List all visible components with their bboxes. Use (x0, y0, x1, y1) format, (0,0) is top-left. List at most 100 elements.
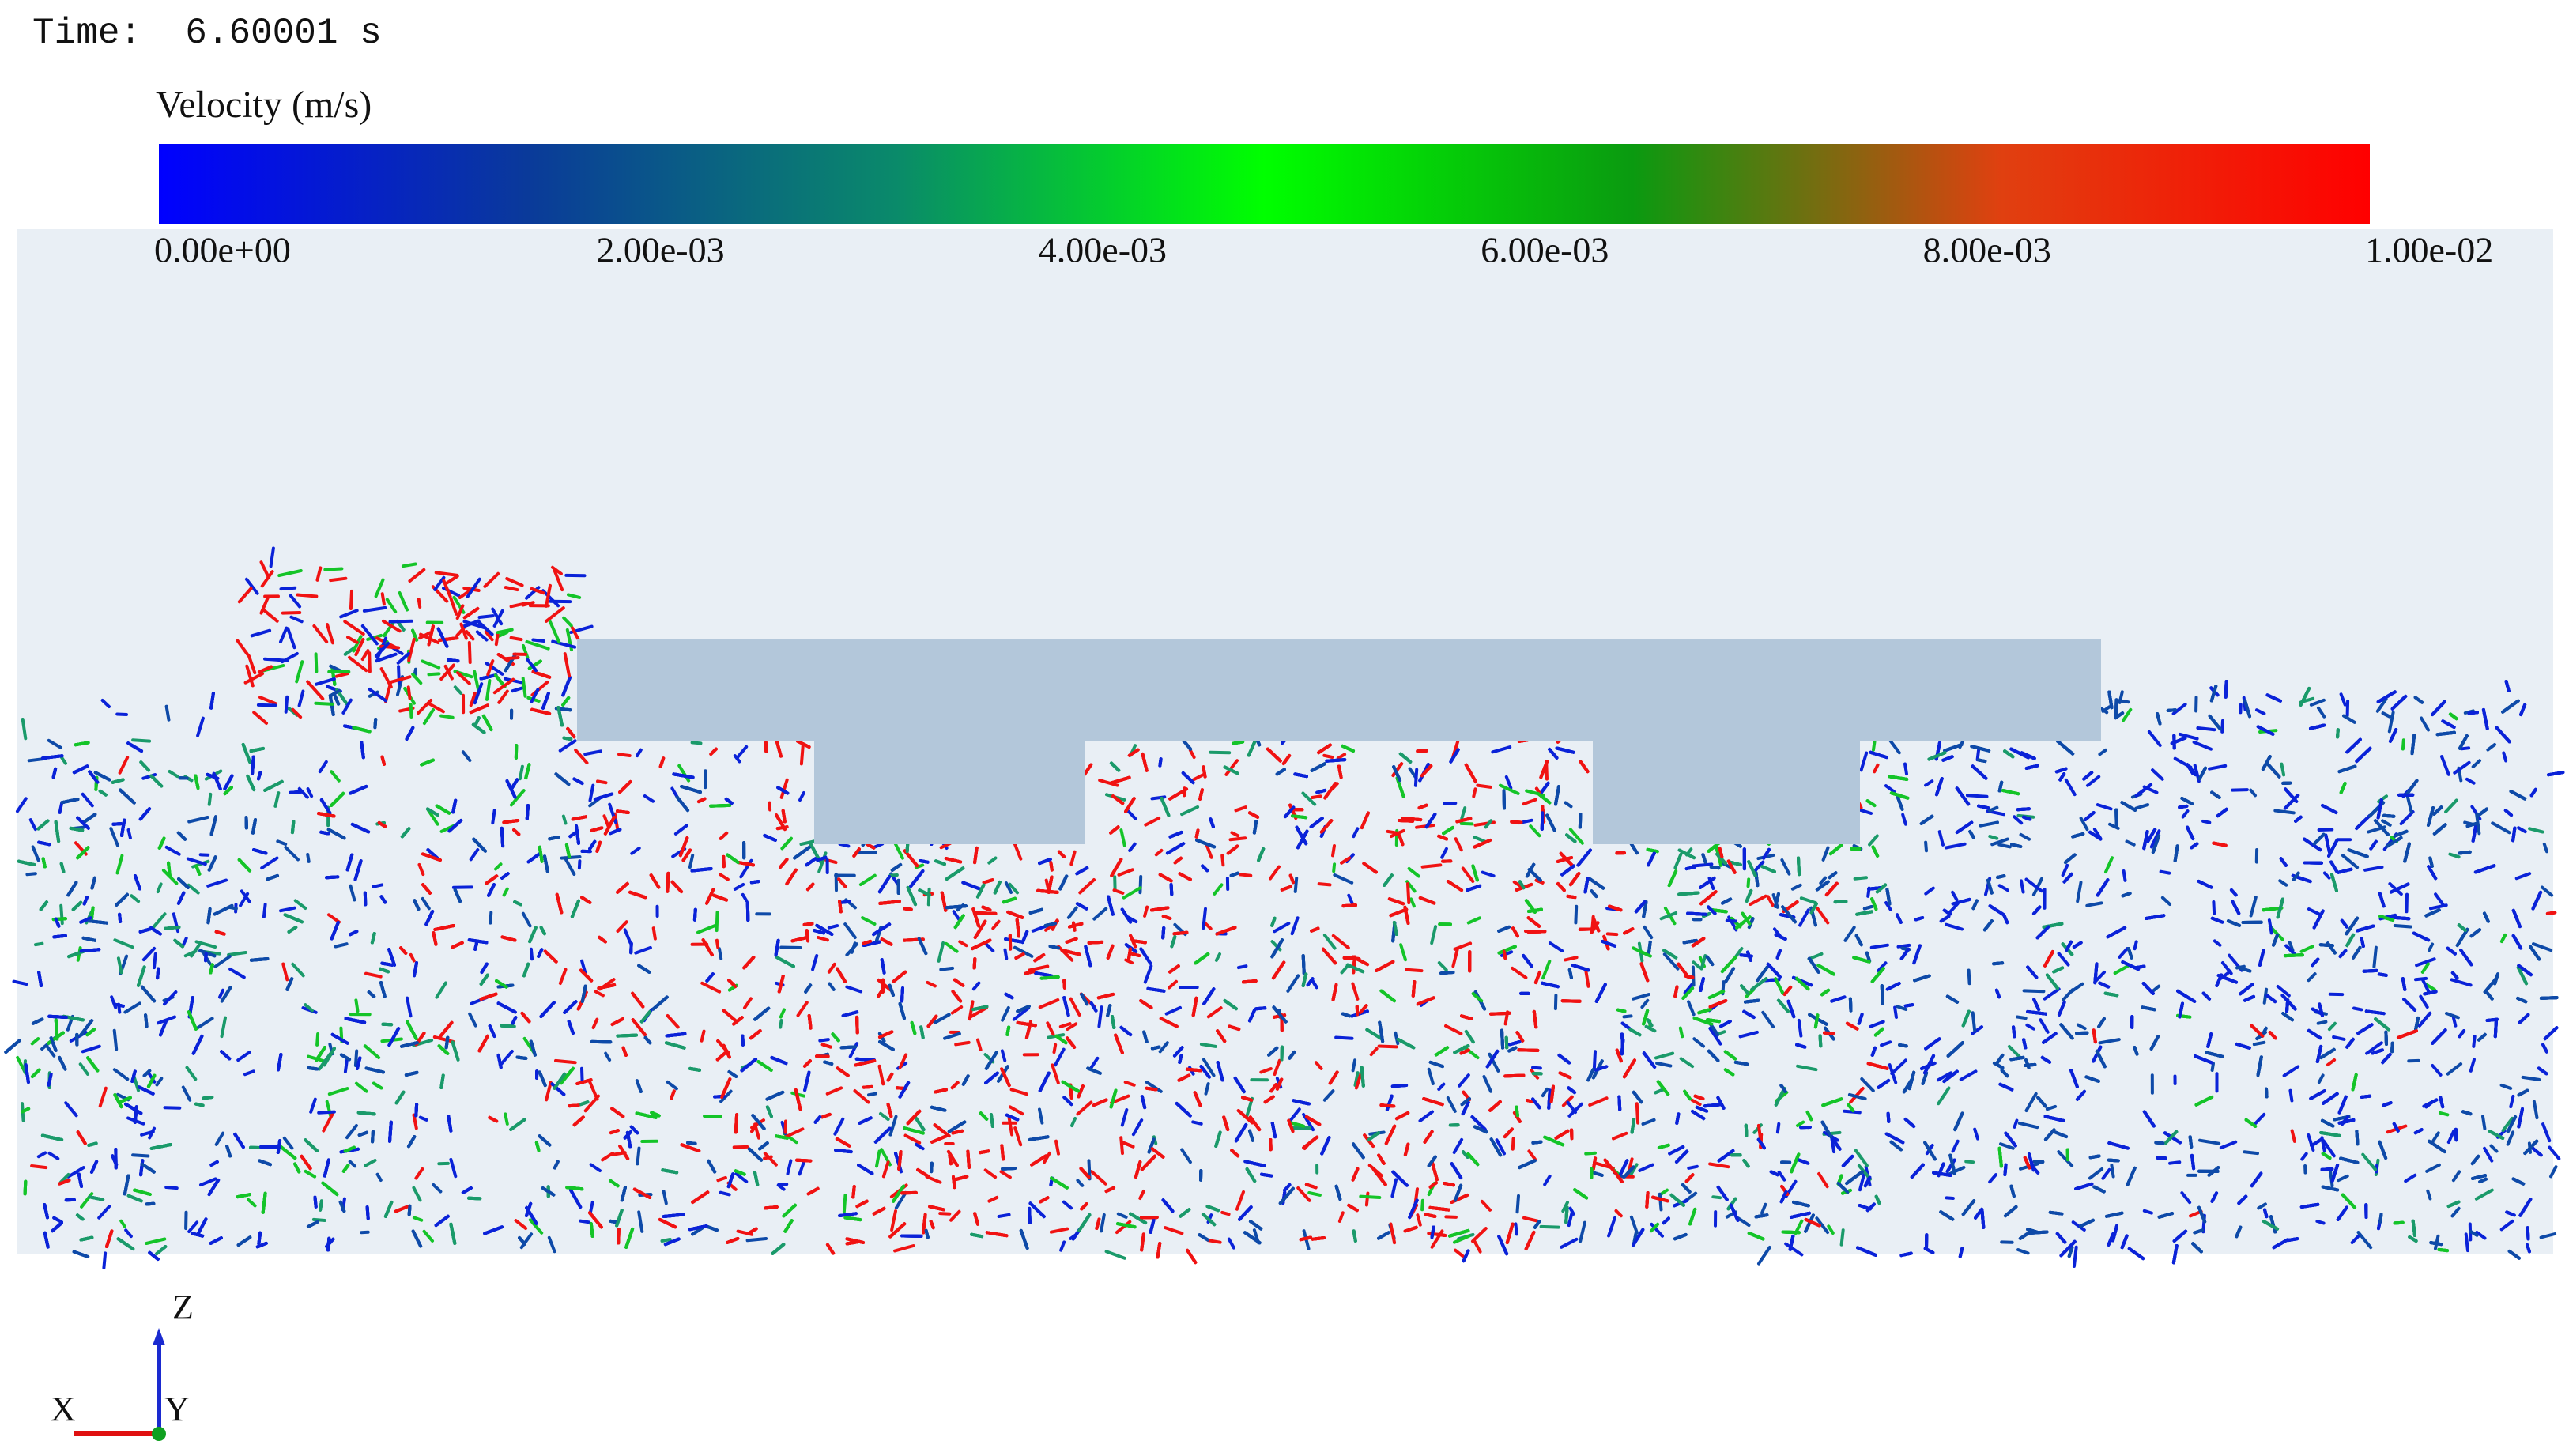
particle (206, 878, 228, 888)
particle (2098, 748, 2107, 756)
particle (1007, 1115, 1014, 1137)
particle (327, 1087, 349, 1096)
particle (183, 949, 198, 958)
particle (1351, 982, 1360, 1001)
particle (126, 828, 132, 840)
particle (409, 952, 416, 963)
particle (2016, 1015, 2028, 1020)
particle (2079, 817, 2089, 832)
particle (28, 818, 37, 832)
particle (1259, 1067, 1273, 1074)
particle (198, 853, 210, 857)
particle (827, 962, 836, 974)
particle (2549, 1165, 2558, 1179)
particle (1817, 1171, 1829, 1189)
particle (2077, 1023, 2087, 1031)
particle (1860, 1077, 1875, 1092)
particle (2213, 939, 2222, 947)
particle (412, 1186, 422, 1202)
particle (1543, 1175, 1552, 1186)
particle (364, 1159, 377, 1167)
particle (497, 630, 509, 638)
particle (1353, 1071, 1360, 1087)
particle (1761, 1010, 1775, 1028)
particle (1481, 870, 1496, 878)
particle (1796, 1120, 1805, 1127)
particle (1418, 1110, 1434, 1122)
particle (2464, 1232, 2469, 1253)
particle (719, 1089, 733, 1103)
particle (1128, 842, 1137, 852)
particle (579, 1219, 591, 1224)
particle (2249, 896, 2258, 918)
particle (2096, 803, 2113, 811)
particle (2147, 730, 2162, 747)
particle (343, 1058, 349, 1073)
particle (2020, 879, 2025, 894)
particle (247, 1198, 257, 1208)
particle (306, 853, 311, 863)
particle (2381, 819, 2392, 827)
particle (2273, 809, 2296, 815)
particle (1880, 1040, 1892, 1047)
particle (1322, 1089, 1335, 1102)
particle (354, 998, 360, 1013)
particle (872, 842, 885, 849)
particle (1416, 1213, 1422, 1227)
particle (2489, 1144, 2499, 1153)
particle (469, 848, 480, 862)
particle (893, 841, 904, 860)
particle (1454, 1248, 1465, 1258)
particle (1859, 751, 1869, 772)
particle (502, 887, 509, 897)
particle (78, 1062, 89, 1076)
particle (181, 1085, 192, 1102)
particle (2521, 1075, 2541, 1081)
particle (348, 1160, 356, 1168)
particle (2219, 1140, 2238, 1150)
particle (673, 824, 688, 836)
particle (1655, 1062, 1673, 1068)
particle (2548, 1145, 2561, 1160)
particle (594, 990, 605, 998)
particle (2365, 1041, 2383, 1055)
particle (786, 1159, 793, 1175)
particle (2178, 732, 2199, 741)
particle (45, 1044, 56, 1058)
particle (164, 704, 171, 722)
particle (304, 1169, 317, 1179)
particle (1947, 1166, 1966, 1176)
particle (498, 1050, 514, 1067)
particle (186, 857, 207, 866)
particle (417, 598, 422, 609)
particle (1951, 890, 1959, 902)
particle (1089, 1056, 1100, 1070)
particle (2469, 1058, 2476, 1073)
particle (1476, 783, 1492, 789)
particle (1720, 861, 1733, 869)
particle (1333, 873, 1354, 885)
particle (623, 928, 632, 945)
particle (1331, 844, 1336, 858)
particle (1144, 817, 1161, 827)
particle (944, 941, 959, 953)
particle (1796, 1064, 1818, 1072)
particle (364, 971, 383, 979)
particle (2108, 822, 2120, 830)
particle (1012, 1006, 1031, 1021)
particle (825, 1086, 843, 1096)
particle (1273, 922, 1291, 934)
particle (1003, 948, 1009, 960)
particle (838, 842, 851, 848)
particle (853, 1089, 870, 1104)
particle (1798, 908, 1810, 927)
particle (1641, 1118, 1656, 1126)
particle (2288, 941, 2295, 952)
particle (915, 1142, 925, 1151)
particle (1069, 850, 1077, 866)
particle (1458, 1073, 1470, 1088)
particle (1013, 945, 1034, 958)
particle (1230, 831, 1240, 838)
particle (1607, 1216, 1616, 1238)
particle (2025, 1023, 2035, 1031)
